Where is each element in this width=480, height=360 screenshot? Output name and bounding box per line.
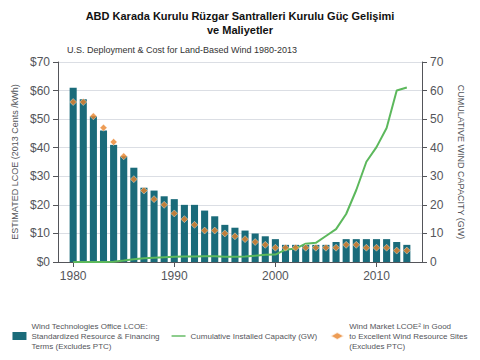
svg-text:1990: 1990 bbox=[161, 269, 188, 283]
svg-text:Standardized Resource & Financ: Standardized Resource & Financing bbox=[31, 332, 159, 341]
svg-text:30: 30 bbox=[430, 169, 444, 183]
svg-text:2000: 2000 bbox=[262, 269, 289, 283]
svg-text:$20: $20 bbox=[30, 198, 50, 212]
svg-text:$10: $10 bbox=[30, 226, 50, 240]
svg-text:Wind Market LCOE² in Good: Wind Market LCOE² in Good bbox=[349, 322, 451, 331]
svg-text:20: 20 bbox=[430, 198, 444, 212]
svg-text:10: 10 bbox=[430, 226, 444, 240]
svg-text:40: 40 bbox=[430, 141, 444, 155]
svg-text:U.S. Deployment & Cost for Lan: U.S. Deployment & Cost for Land-Based Wi… bbox=[67, 45, 297, 55]
svg-text:$0: $0 bbox=[37, 255, 51, 269]
svg-text:$70: $70 bbox=[30, 55, 50, 69]
svg-text:ve Maliyetler: ve Maliyetler bbox=[207, 24, 274, 36]
svg-text:Cumulative Installed Capacity: Cumulative Installed Capacity (GW) bbox=[191, 332, 318, 341]
svg-text:to Excellent Wind Resource Sit: to Excellent Wind Resource Sites bbox=[349, 332, 467, 341]
svg-text:$60: $60 bbox=[30, 84, 50, 98]
svg-text:2010: 2010 bbox=[363, 269, 390, 283]
svg-text:60: 60 bbox=[430, 84, 444, 98]
svg-text:ABD Karada Kurulu Rüzgar Santr: ABD Karada Kurulu Rüzgar Santralleri Kur… bbox=[86, 10, 395, 22]
svg-text:70: 70 bbox=[430, 55, 444, 69]
svg-text:Wind Technologies Office LCOE:: Wind Technologies Office LCOE: bbox=[31, 322, 147, 331]
svg-text:$40: $40 bbox=[30, 141, 50, 155]
svg-text:50: 50 bbox=[430, 112, 444, 126]
svg-text:ESTIMATED LCOE (2013 Cents /kW: ESTIMATED LCOE (2013 Cents /kWh) bbox=[10, 84, 20, 239]
svg-text:CUMULATIVE WIND CAPACITY (GW): CUMULATIVE WIND CAPACITY (GW) bbox=[456, 85, 466, 240]
svg-text:$50: $50 bbox=[30, 112, 50, 126]
svg-text:(Excludes PTC): (Excludes PTC) bbox=[349, 342, 405, 351]
svg-text:0: 0 bbox=[430, 255, 437, 269]
svg-text:$30: $30 bbox=[30, 169, 50, 183]
svg-text:Terms (Excludes PTC): Terms (Excludes PTC) bbox=[31, 342, 111, 351]
svg-text:1980: 1980 bbox=[60, 269, 87, 283]
